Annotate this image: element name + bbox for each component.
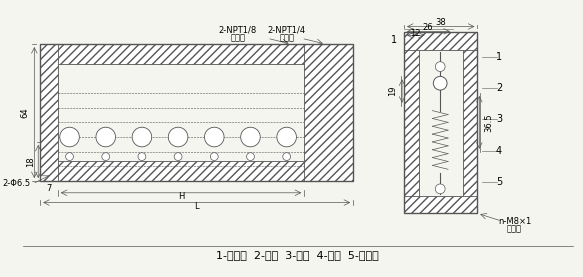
Bar: [40, 161, 353, 181]
Circle shape: [210, 153, 218, 160]
Bar: [40, 44, 353, 181]
Text: 1-密封垫  2-阀芯  3-阀套  4-弹簧  5-橡胶球: 1-密封垫 2-阀芯 3-阀套 4-弹簧 5-橡胶球: [216, 250, 379, 260]
Circle shape: [66, 153, 73, 160]
Circle shape: [283, 153, 290, 160]
Bar: [404, 32, 419, 213]
Bar: [404, 32, 477, 50]
Text: 2: 2: [496, 83, 502, 93]
Circle shape: [174, 153, 182, 160]
Circle shape: [138, 153, 146, 160]
Text: 1: 1: [391, 35, 397, 45]
Text: 26: 26: [422, 23, 433, 32]
Text: 12: 12: [410, 29, 421, 38]
Circle shape: [168, 127, 188, 147]
Circle shape: [277, 127, 296, 147]
Bar: [404, 196, 477, 213]
Text: 19: 19: [388, 86, 397, 96]
Text: 出油口: 出油口: [507, 224, 522, 234]
Text: 3: 3: [496, 114, 502, 124]
Text: 5: 5: [496, 177, 502, 187]
Circle shape: [205, 127, 224, 147]
Bar: [40, 44, 353, 64]
Text: 2-Φ6.5: 2-Φ6.5: [2, 179, 30, 188]
Text: 18: 18: [26, 156, 35, 167]
Circle shape: [132, 127, 152, 147]
Circle shape: [247, 153, 254, 160]
Bar: [304, 44, 353, 181]
Text: 2-NPT1/8: 2-NPT1/8: [219, 26, 257, 35]
Circle shape: [436, 62, 445, 71]
Bar: [404, 32, 477, 213]
Text: 1: 1: [496, 52, 502, 62]
Text: 38: 38: [435, 18, 445, 27]
Circle shape: [96, 127, 115, 147]
Circle shape: [59, 127, 79, 147]
Text: 36.5: 36.5: [484, 113, 494, 132]
Text: 2-NPT1/4: 2-NPT1/4: [268, 26, 305, 35]
Text: 进气口: 进气口: [279, 34, 294, 43]
Circle shape: [241, 127, 260, 147]
Circle shape: [433, 76, 447, 90]
Text: 64: 64: [20, 107, 29, 118]
Text: 进油口: 进油口: [230, 34, 245, 43]
Text: 4: 4: [496, 146, 502, 156]
Bar: [463, 32, 477, 213]
Text: L: L: [194, 202, 199, 211]
Bar: [40, 44, 58, 181]
Text: H: H: [178, 192, 184, 201]
Circle shape: [436, 184, 445, 194]
Circle shape: [102, 153, 110, 160]
Text: n-M8×1: n-M8×1: [498, 217, 531, 226]
Text: 7: 7: [46, 184, 52, 193]
